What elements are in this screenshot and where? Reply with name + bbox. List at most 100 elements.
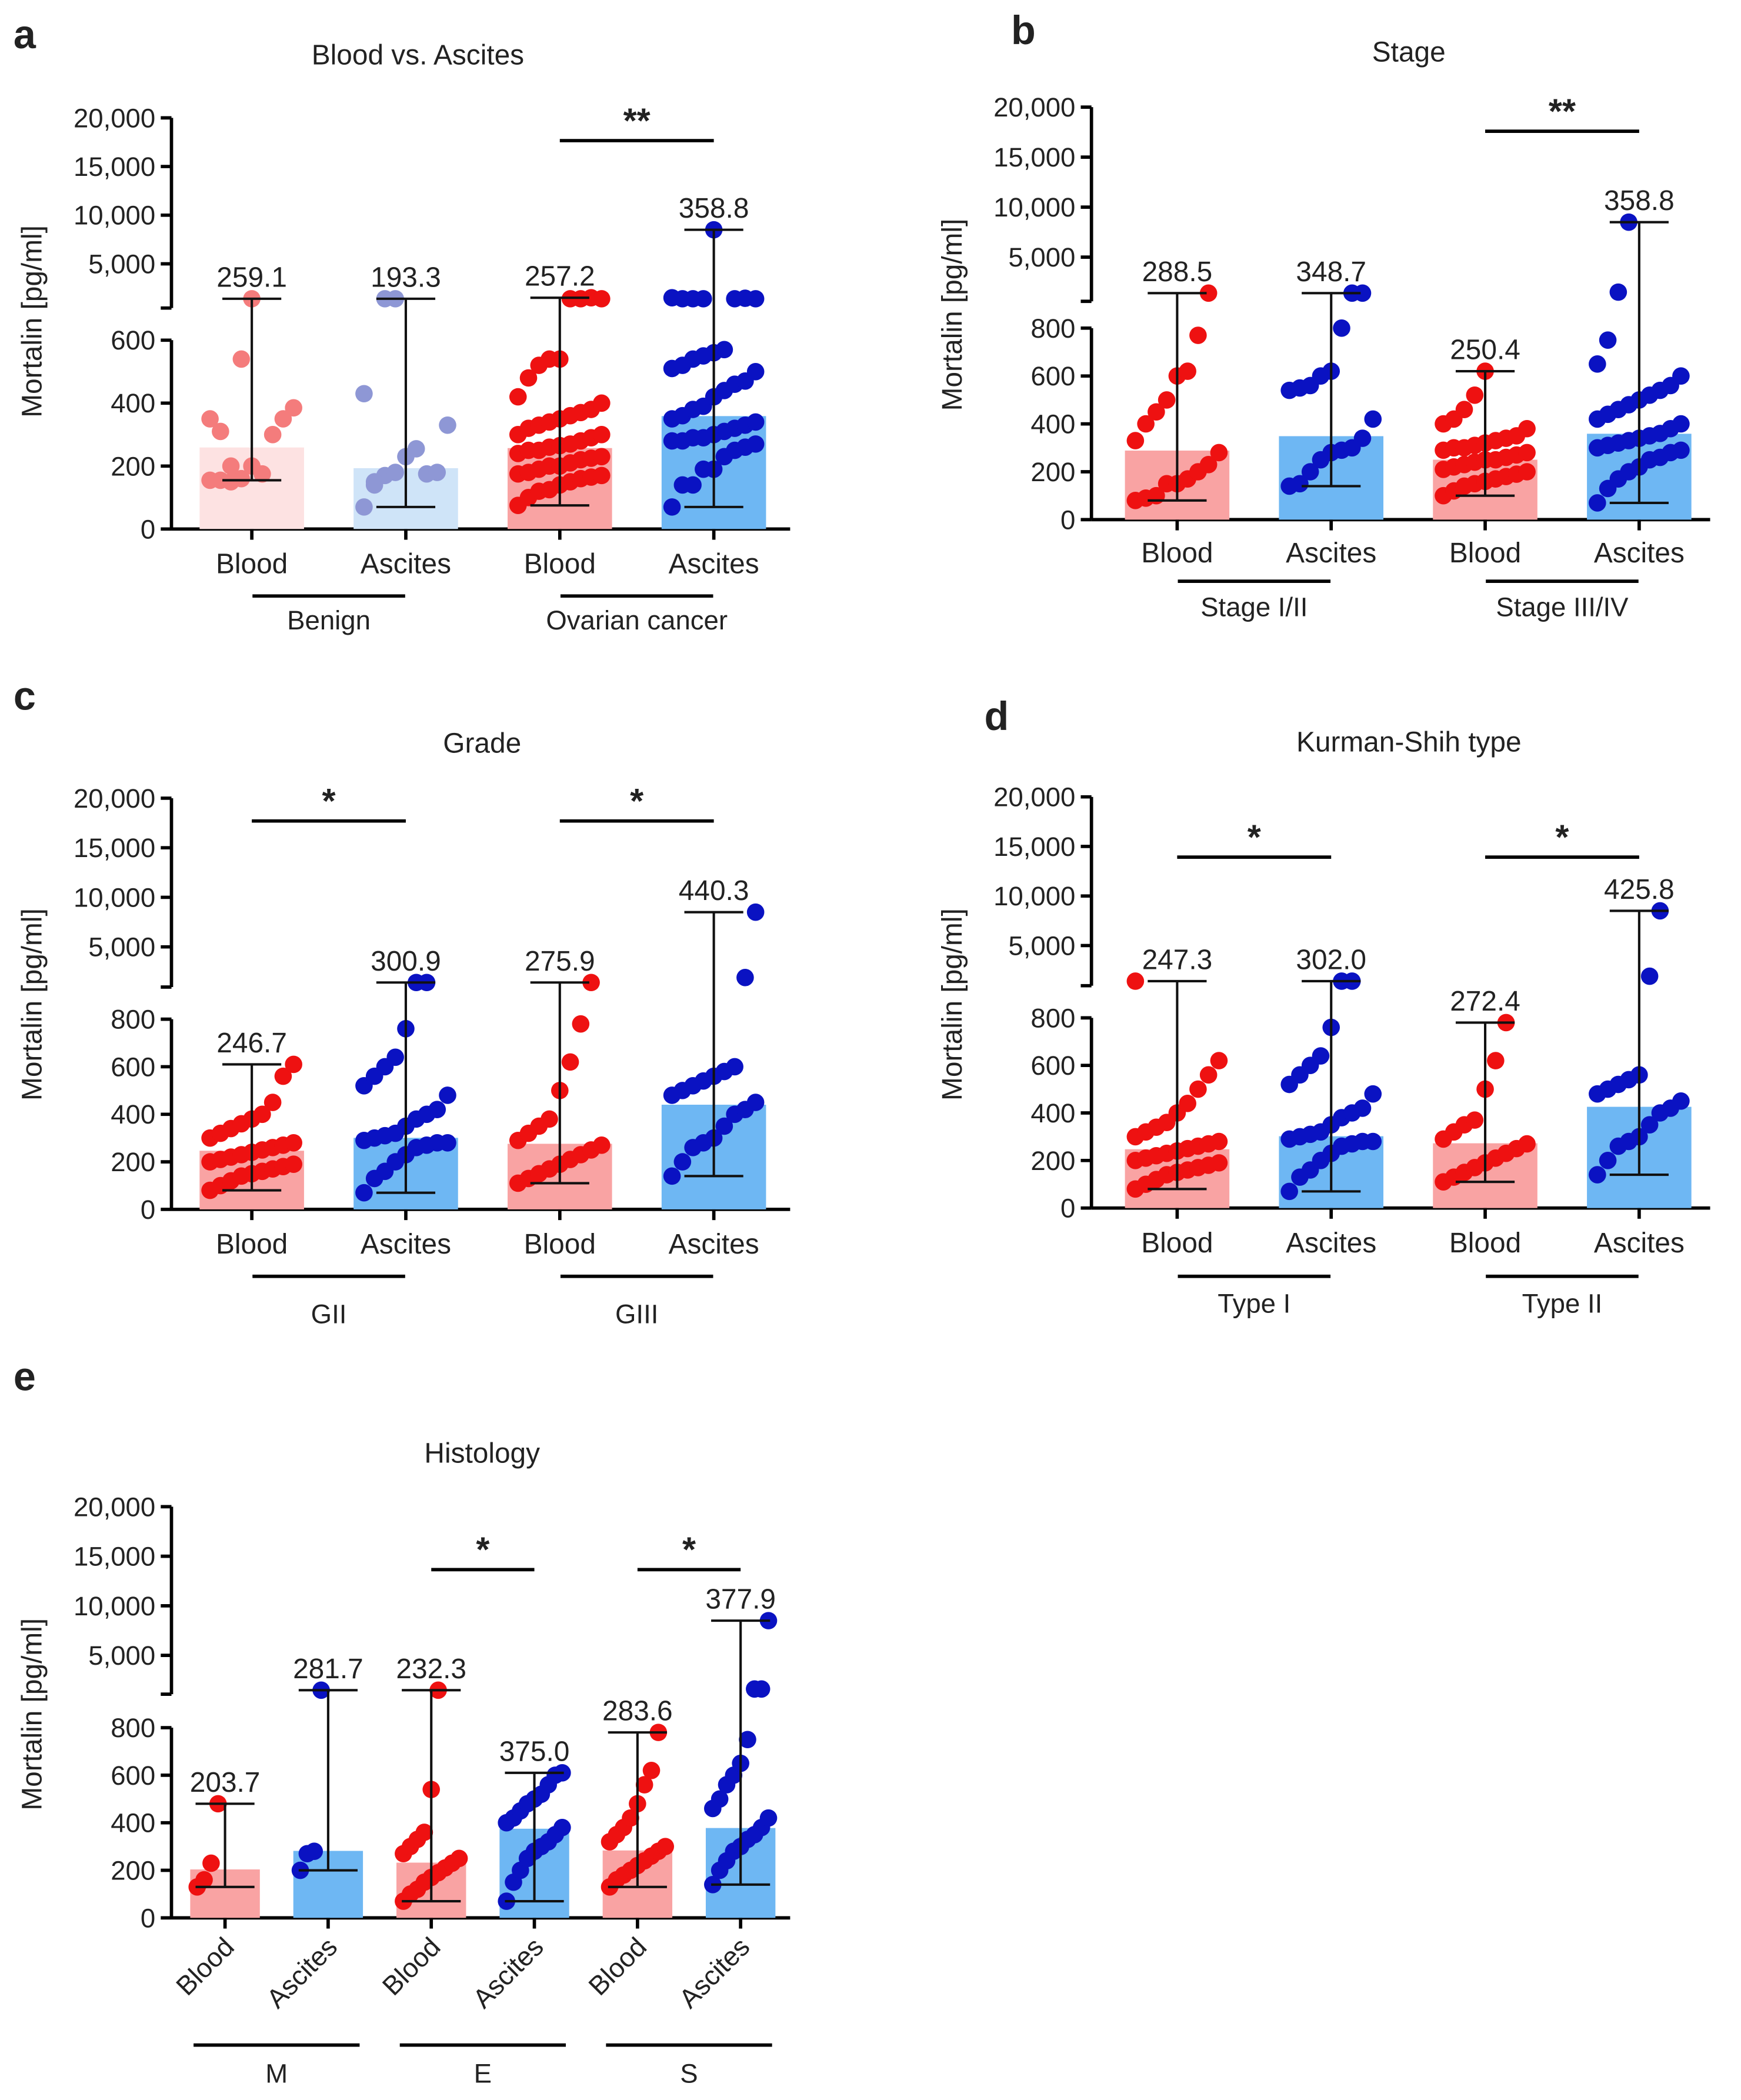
category-label: Blood	[524, 1229, 596, 1260]
data-point	[285, 1134, 302, 1152]
median-label: 440.3	[679, 875, 749, 906]
category-label: Blood	[1141, 1228, 1213, 1259]
data-point	[739, 1731, 756, 1749]
y-tick-label: 200	[1030, 457, 1075, 487]
y-tick-label: 20,000	[993, 92, 1075, 122]
y-tick-label: 800	[1030, 1003, 1075, 1033]
data-point	[1179, 1095, 1196, 1112]
data-point	[663, 1167, 681, 1185]
data-point	[1518, 444, 1536, 462]
median-label: 302.0	[1296, 944, 1366, 975]
panel-c: c Grade Mortalin [pg/ml] 0 200 400 600 800 5,000…	[14, 674, 791, 1329]
category-label: Blood	[524, 548, 596, 579]
y-tick-label: 10,000	[993, 192, 1075, 222]
y-tick-label: 15,000	[74, 1542, 155, 1572]
median-label: 377.9	[705, 1584, 776, 1615]
median-label: 348.7	[1296, 256, 1366, 288]
data-point	[1353, 1099, 1372, 1117]
median-label: 257.2	[525, 261, 595, 292]
panel-a: a Blood vs. Ascites Mortalin [pg/ml] 0 200 40…	[14, 12, 791, 635]
y-tick-label: 400	[111, 1099, 155, 1129]
data-point	[439, 1086, 456, 1104]
y-tick-label: 200	[111, 451, 155, 481]
median-label: 358.8	[679, 193, 749, 224]
data-point	[264, 426, 282, 444]
group-label: Type I	[1218, 1288, 1290, 1318]
median-label: 300.9	[371, 946, 441, 977]
data-point	[1518, 1135, 1536, 1153]
data-point	[1301, 463, 1319, 481]
y-tick-label: 200	[1030, 1146, 1075, 1176]
median-label: 358.8	[1604, 185, 1675, 216]
median-label: 193.3	[371, 262, 441, 293]
y-axis-label: Mortalin [pg/ml]	[937, 219, 968, 411]
group-label: E	[474, 2058, 492, 2088]
median-label: 259.1	[216, 262, 287, 293]
data-point	[439, 416, 456, 434]
category-label: Ascites	[1286, 538, 1376, 569]
category-label: Ascites	[669, 1229, 759, 1260]
data-point	[428, 464, 446, 481]
data-point	[519, 369, 538, 387]
data-point	[1599, 1152, 1617, 1169]
data-point	[572, 1015, 590, 1033]
panel-title: Grade	[443, 728, 521, 759]
data-point	[1280, 1182, 1298, 1201]
data-point	[582, 974, 600, 992]
group-label: Stage I/II	[1200, 592, 1308, 622]
group-label: Ovarian cancer	[546, 605, 728, 635]
y-tick-label: 0	[141, 514, 155, 544]
y-tick-label: 10,000	[993, 881, 1075, 911]
category-label: Blood	[1449, 538, 1521, 569]
data-point	[1466, 386, 1484, 404]
panel-letter: e	[14, 1354, 36, 1399]
data-point	[746, 363, 765, 381]
data-point	[1199, 455, 1218, 474]
y-tick-label: 400	[1030, 409, 1075, 439]
y-tick-label: 5,000	[88, 1641, 155, 1671]
data-point	[195, 1871, 213, 1889]
y-axis-label: Mortalin [pg/ml]	[17, 1618, 48, 1811]
data-point	[355, 1184, 373, 1202]
data-point	[254, 1105, 271, 1124]
data-point	[642, 1761, 661, 1779]
data-point	[752, 1680, 771, 1698]
significance-stars: **	[623, 101, 651, 140]
data-point	[274, 410, 292, 428]
median-label: 247.3	[1142, 944, 1213, 975]
y-tick-label: 400	[111, 388, 155, 418]
data-point	[593, 1136, 611, 1154]
group-label: GII	[311, 1299, 347, 1329]
data-point	[1210, 1052, 1228, 1069]
y-tick-label: 5,000	[1008, 931, 1075, 961]
data-point	[1210, 444, 1228, 462]
data-point	[736, 969, 754, 986]
y-tick-label: 15,000	[993, 142, 1075, 172]
y-tick-label: 400	[1030, 1098, 1075, 1128]
data-point	[1672, 1092, 1690, 1110]
data-point	[1487, 1052, 1505, 1069]
category-label: Blood	[170, 1932, 239, 2001]
data-point	[726, 1058, 743, 1076]
data-point	[1672, 441, 1690, 459]
group-label: Stage III/IV	[1496, 592, 1629, 622]
data-point	[212, 422, 229, 441]
significance-stars: *	[682, 1530, 696, 1569]
data-point	[222, 457, 240, 475]
data-point	[1199, 284, 1218, 302]
y-tick-label: 200	[111, 1147, 155, 1177]
group-label: S	[680, 2058, 698, 2088]
median-label: 281.7	[293, 1654, 363, 1685]
data-point	[1148, 403, 1165, 421]
data-point	[759, 1809, 778, 1827]
median-label: 288.5	[1142, 256, 1213, 288]
significance-stars: *	[1248, 817, 1261, 856]
data-point	[285, 399, 302, 417]
category-label: Blood	[583, 1932, 652, 2001]
data-point	[553, 1818, 571, 1836]
data-point	[439, 1134, 456, 1152]
category-label: Blood	[376, 1932, 446, 2001]
data-point	[1210, 1132, 1228, 1151]
category-label: Blood	[216, 548, 288, 579]
data-point	[1126, 432, 1145, 449]
